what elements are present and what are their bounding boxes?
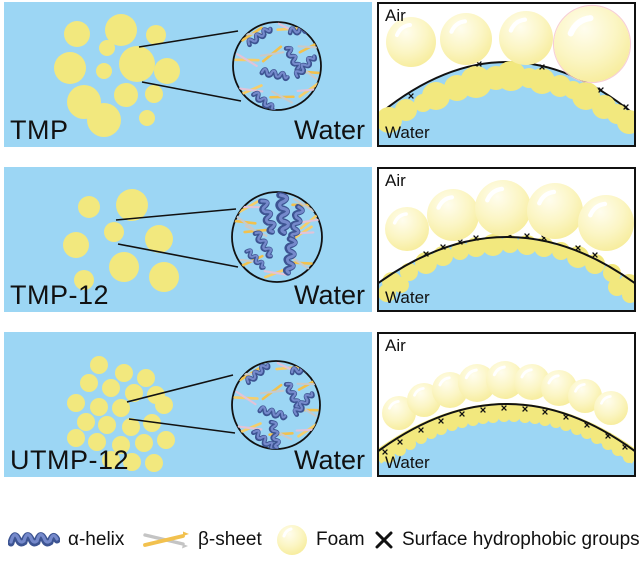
panel-bulk-tmp12: TMP-12 Water: [4, 167, 372, 312]
interface-graphic-tmp: [379, 4, 634, 145]
air-label: Air: [385, 6, 406, 25]
panel-bulk-tmp: TMP Water: [4, 2, 372, 147]
water-label: Water: [385, 288, 430, 307]
air-foam-bubbles: [384, 6, 631, 83]
foam-bubble-cluster: [67, 356, 175, 472]
legend-label: Foam: [316, 529, 365, 550]
legend: α-helix β-sheet Foam Surface hydrop: [0, 518, 639, 562]
legend-item-surface-hydrophobic: Surface hydrophobic groups: [374, 518, 639, 562]
foam-bubble-cluster: [54, 14, 180, 137]
panel-interface-tmp: Air Water: [377, 2, 636, 147]
sample-label: TMP-12: [10, 280, 110, 310]
magnifier-connector-lines: [126, 374, 236, 434]
air-water-interface-line: [379, 403, 634, 452]
x-mark-icon: [375, 531, 393, 549]
beta-sheet-icon: [143, 531, 189, 549]
bulk-foam-graphic-tmp12: [63, 189, 323, 292]
legend-label: Surface hydrophobic groups: [402, 529, 639, 550]
air-label: Air: [385, 171, 406, 190]
sample-label: UTMP-12: [10, 445, 130, 475]
water-label: Water: [293, 445, 365, 475]
panel-interface-utmp12: Air Water: [377, 332, 636, 477]
bulk-foam-graphic-utmp12: [67, 356, 321, 472]
air-water-interface-line: [379, 236, 634, 284]
water-label: Water: [385, 123, 430, 142]
legend-item-alpha-helix: α-helix: [8, 518, 124, 562]
bulk-foam-graphic-tmp: [54, 14, 322, 137]
magnifier-connector-lines: [138, 30, 242, 102]
interface-graphic-tmp12: [379, 169, 634, 310]
panel-interface-tmp12: Air Water: [377, 167, 636, 312]
legend-label: β-sheet: [198, 529, 262, 550]
foam-bubble-cluster: [63, 189, 179, 292]
water-label: Water: [293, 280, 365, 310]
magnifier-connector-lines: [115, 208, 239, 268]
interface-graphic-utmp12: [379, 359, 634, 475]
foam-icon: [277, 525, 307, 555]
water-label: Water: [385, 453, 430, 472]
legend-item-foam: Foam: [276, 518, 365, 562]
alpha-helix-icon: [8, 532, 60, 547]
adsorbed-foam-bubbles: [379, 61, 634, 134]
legend-label: α-helix: [68, 529, 125, 550]
legend-item-beta-sheet: β-sheet: [142, 518, 262, 562]
air-label: Air: [385, 336, 406, 355]
adsorbed-foam-scallops: [383, 410, 634, 463]
water-label: Water: [293, 115, 365, 145]
sample-label: TMP: [10, 115, 69, 145]
panel-bulk-utmp12: UTMP-12 Water: [4, 332, 372, 477]
